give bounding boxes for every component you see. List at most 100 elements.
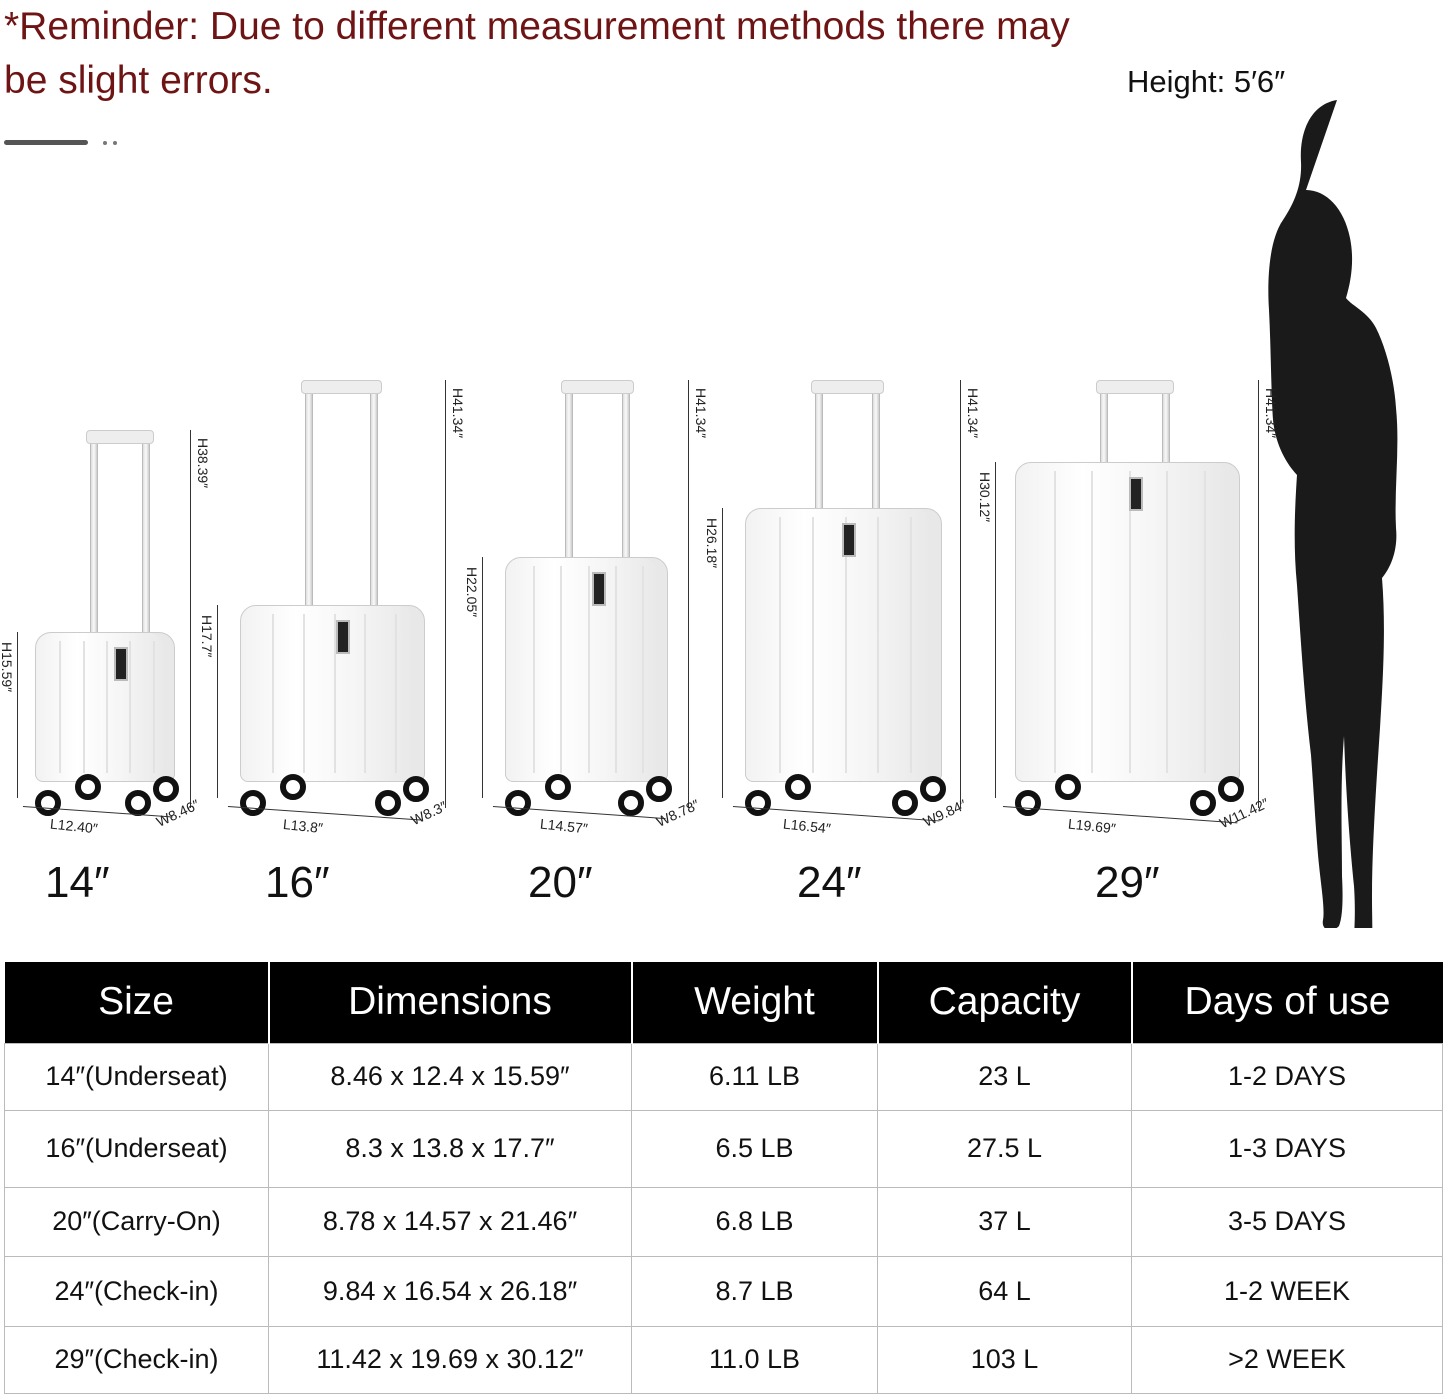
length-label: L14.57″ [539,815,589,837]
wheel-icon [35,790,61,816]
table-cell: 8.46 x 12.4 x 15.59″ [268,1042,632,1111]
wheel-icon [920,776,946,802]
table-cell: 1-2 WEEK [1131,1255,1443,1327]
table-cell: 29″(Check-in) [4,1325,269,1394]
total-height-label: H38.39″ [195,438,211,489]
handle-grip [301,380,382,394]
table-cell: 24″(Check-in) [4,1255,269,1327]
indicator-dot[interactable] [103,141,107,145]
length-label: L19.69″ [1067,815,1117,837]
handle-pole [142,440,150,642]
dimension-line [217,605,218,798]
dimension-line [17,632,18,798]
table-cell: 11.0 LB [631,1325,878,1394]
size-label: 20″ [528,858,593,907]
handle-grip [1096,380,1174,394]
length-label: L16.54″ [782,815,832,837]
handle-pole [622,390,630,567]
body-height-label: H30.12″ [977,472,993,523]
table-cell: 23 L [877,1042,1132,1111]
suitcase-shell [35,632,175,782]
dimension-line [995,462,996,798]
handle-pole [1162,390,1170,472]
table-cell: 3-5 DAYS [1131,1186,1443,1257]
length-label: L13.8″ [282,815,324,837]
table-cell: >2 WEEK [1131,1325,1443,1394]
wheel-icon [1218,776,1244,802]
handle-pole [565,390,573,567]
wheel-icon [505,790,531,816]
table-cell: 9.84 x 16.54 x 26.18″ [268,1255,632,1327]
handle-pole [872,390,880,518]
dimension-line [190,430,191,808]
table-cell: 64 L [877,1255,1132,1327]
reminder-note: *Reminder: Due to different measurement … [4,5,1070,102]
indicator-dot[interactable] [113,141,117,145]
dimension-line [960,380,961,808]
size-label: 14″ [45,858,110,907]
header-weight: Weight [630,962,878,1043]
body-height-label: H17.7″ [199,615,215,658]
wheel-icon [403,776,429,802]
table-cell: 1-3 DAYS [1131,1109,1443,1188]
size-label: 24″ [797,858,862,907]
handle-grip [86,430,154,444]
table-cell: 6.5 LB [631,1109,878,1188]
header-days: Days of use [1130,962,1443,1043]
total-height-label: H41.34″ [450,388,466,439]
table-cell: 8.3 x 13.8 x 17.7″ [268,1109,632,1188]
dimension-line [722,508,723,798]
total-height-label: H41.34″ [965,388,981,439]
wheel-icon [280,774,306,800]
size-label: 16″ [265,858,330,907]
table-cell: 27.5 L [877,1109,1132,1188]
table-row: 24″(Check-in) 9.84 x 16.54 x 26.18″ 8.7 LB… [4,1255,1443,1327]
handle-grip [561,380,634,394]
dimension-line [688,380,689,808]
table-row: 20″(Carry-On) 8.78 x 14.57 x 21.46″ 6.8 LB… [4,1186,1443,1257]
table-cell: 37 L [877,1186,1132,1257]
wheel-icon [125,790,151,816]
body-height-label: H26.18″ [704,518,720,569]
table-row: 14″(Underseat) 8.46 x 12.4 x 15.59″ 6.11 L… [4,1042,1443,1111]
table-header-row: Size Dimensions Weight Capacity Days of … [4,962,1443,1043]
wheel-icon [240,790,266,816]
table-row: 16″(Underseat) 8.3 x 13.8 x 17.7″ 6.5 LB 27… [4,1109,1443,1188]
table-cell: 16″(Underseat) [4,1109,269,1188]
wheel-icon [75,774,101,800]
total-height-label: H41.34″ [693,388,709,439]
wheel-icon [1055,774,1081,800]
body-height-label: H22.05″ [464,567,480,618]
wheel-icon [892,790,918,816]
size-label: 29″ [1095,858,1160,907]
wheel-icon [545,774,571,800]
handle-grip [811,380,884,394]
wheel-icon [618,790,644,816]
handle-pole [1100,390,1108,472]
table-cell: 8.7 LB [631,1255,878,1327]
wheel-icon [375,790,401,816]
table-cell: 6.11 LB [631,1042,878,1111]
woman-silhouette-icon [1268,100,1398,928]
handle-pole [305,390,313,615]
handle-pole [90,440,98,642]
table-cell: 14″(Underseat) [4,1042,269,1111]
suitcase-shell [745,508,942,782]
suitcase-shell [1015,462,1240,782]
length-label: L12.40″ [49,815,99,837]
header-dimensions: Dimensions [267,962,632,1043]
indicator-active[interactable] [4,140,88,145]
header-size: Size [4,962,269,1043]
dimension-line [445,380,446,808]
wheel-icon [153,776,179,802]
wheel-icon [646,776,672,802]
width-label: W8.3″ [408,797,450,829]
header-capacity: Capacity [876,962,1132,1043]
dimension-line [482,557,483,798]
table-cell: 103 L [877,1325,1132,1394]
wheel-icon [1190,790,1216,816]
table-row: 29″(Check-in) 11.42 x 19.69 x 30.12″ 11.0 … [4,1325,1443,1394]
size-spec-table: Size Dimensions Weight Capacity Days of … [4,962,1443,1394]
handle-pole [370,390,378,615]
dimension-line [1258,380,1259,808]
